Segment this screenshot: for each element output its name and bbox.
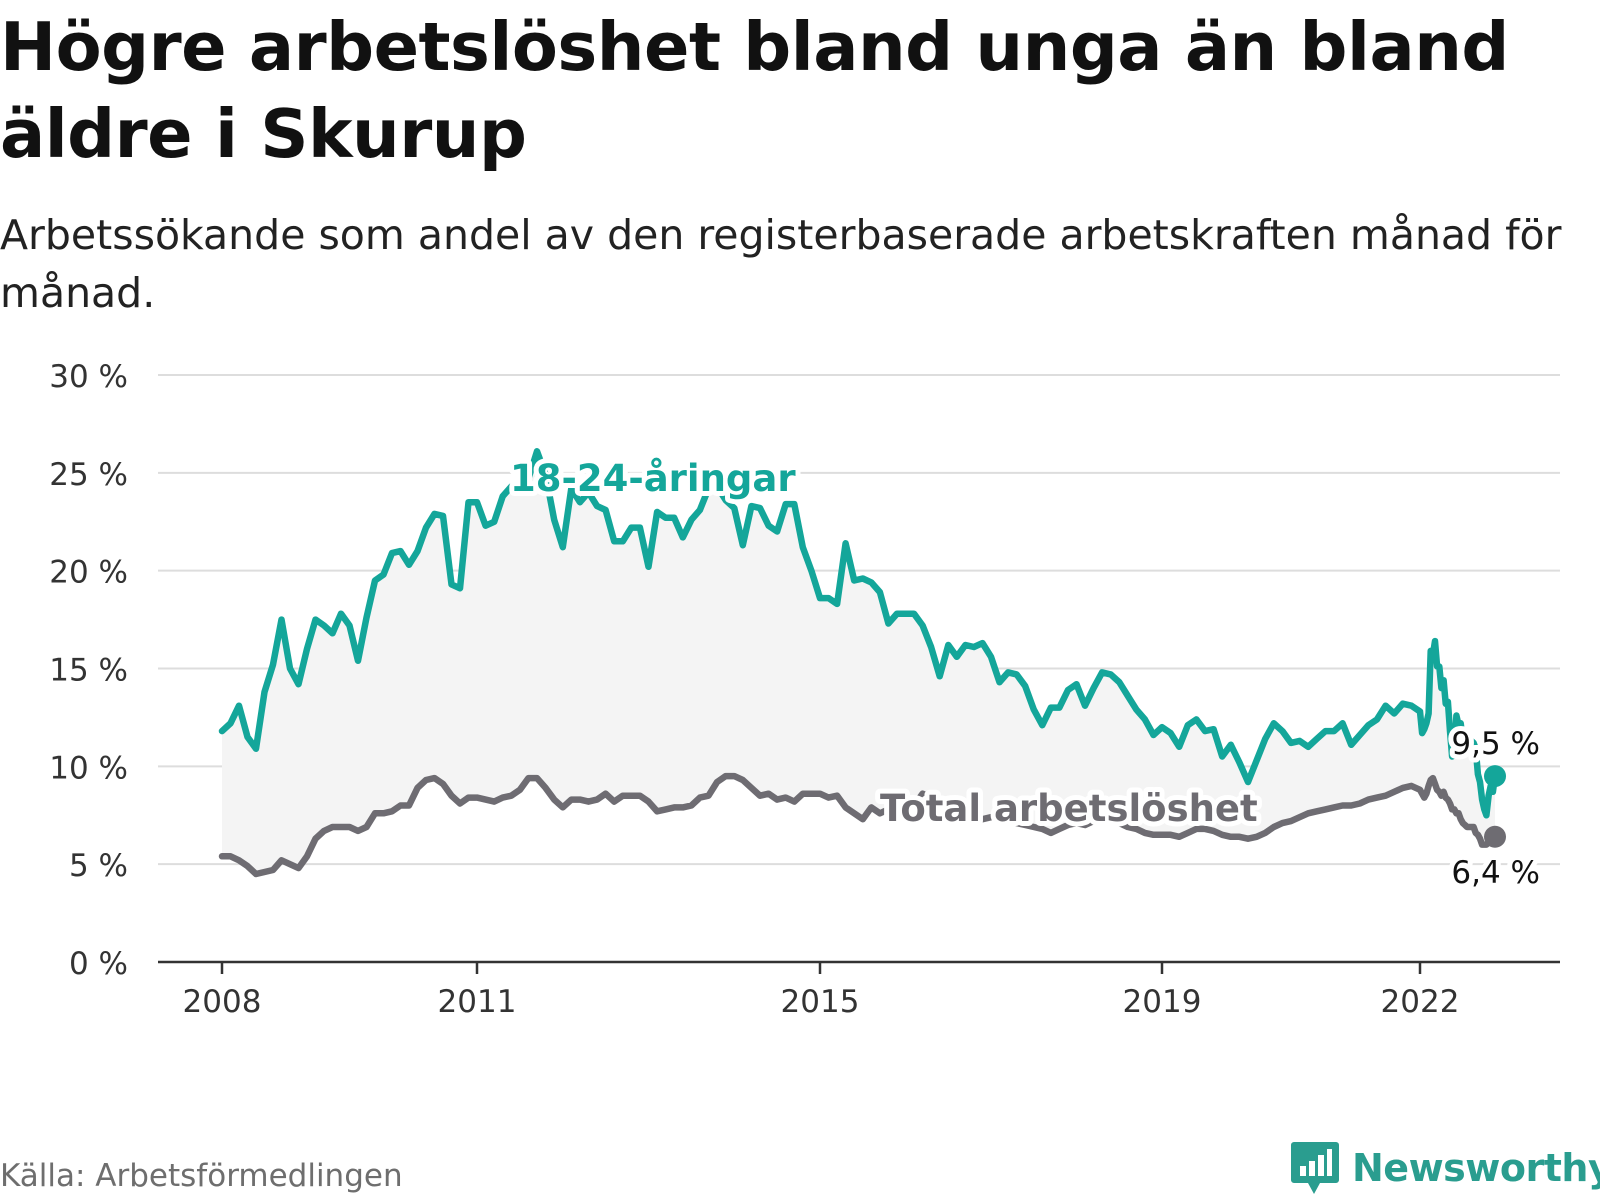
page-title: Högre arbetslöshet bland unga än bland ä… bbox=[0, 8, 1509, 173]
series-label-total-halo: Total arbetslöshet bbox=[880, 787, 1258, 830]
end-marker-total bbox=[1484, 825, 1506, 848]
end-label-total-halo: 6,4 % bbox=[1451, 855, 1540, 891]
x-tick-label: 2019 bbox=[1123, 984, 1202, 1020]
series-label-youth: 18-24-åringar bbox=[510, 457, 796, 500]
end-label-youth-halo: 9,5 % bbox=[1451, 726, 1540, 762]
series-line-total bbox=[218, 772, 1499, 878]
y-tick-label: 10 % bbox=[49, 750, 128, 786]
line-chart: 0 %5 %10 %15 %20 %25 %30 % 2008 2011 2015 2… bbox=[49, 359, 1560, 1020]
x-tick-label: 2015 bbox=[781, 984, 860, 1020]
end-label-total: 6,4 % bbox=[1451, 855, 1540, 891]
y-tick-label: 25 % bbox=[49, 457, 128, 493]
series-lines bbox=[218, 448, 1506, 878]
newsworthy-logo[interactable]: Newsworthy bbox=[1290, 1140, 1600, 1196]
series-label-youth-halo: 18-24-åringar bbox=[510, 457, 796, 500]
brand-name: Newsworthy bbox=[1352, 1146, 1600, 1190]
end-label-youth: 9,5 % bbox=[1451, 726, 1540, 762]
gap-band-area bbox=[222, 451, 1495, 874]
y-tick-label: 5 % bbox=[69, 848, 128, 884]
grid-lines: 0 % 5 % 10 % 15 % 20 % 25 % 30 % bbox=[49, 359, 1560, 982]
y-tick-label: 0 % bbox=[69, 946, 128, 982]
bar-chart-speech-bubble-icon bbox=[1291, 1142, 1339, 1194]
end-marker-youth bbox=[1484, 765, 1506, 788]
y-tick-label: 30 % bbox=[49, 359, 128, 395]
x-axis: 2008 2011 2015 2019 2022 bbox=[158, 960, 1560, 1020]
y-tick-label: 15 % bbox=[49, 653, 128, 689]
series-label-total: Total arbetslöshet bbox=[880, 787, 1258, 830]
x-tick-label: 2008 bbox=[183, 984, 262, 1020]
gap-band bbox=[222, 451, 1495, 874]
source-note: Källa: Arbetsförmedlingen bbox=[0, 1158, 403, 1194]
x-tick-label: 2022 bbox=[1381, 984, 1460, 1020]
x-tick-label: 2011 bbox=[438, 984, 517, 1020]
y-tick-label: 20 % bbox=[49, 555, 128, 591]
series-line-youth bbox=[218, 448, 1499, 819]
page-subtitle: Arbetssökande som andel av den registerb… bbox=[0, 211, 1562, 317]
